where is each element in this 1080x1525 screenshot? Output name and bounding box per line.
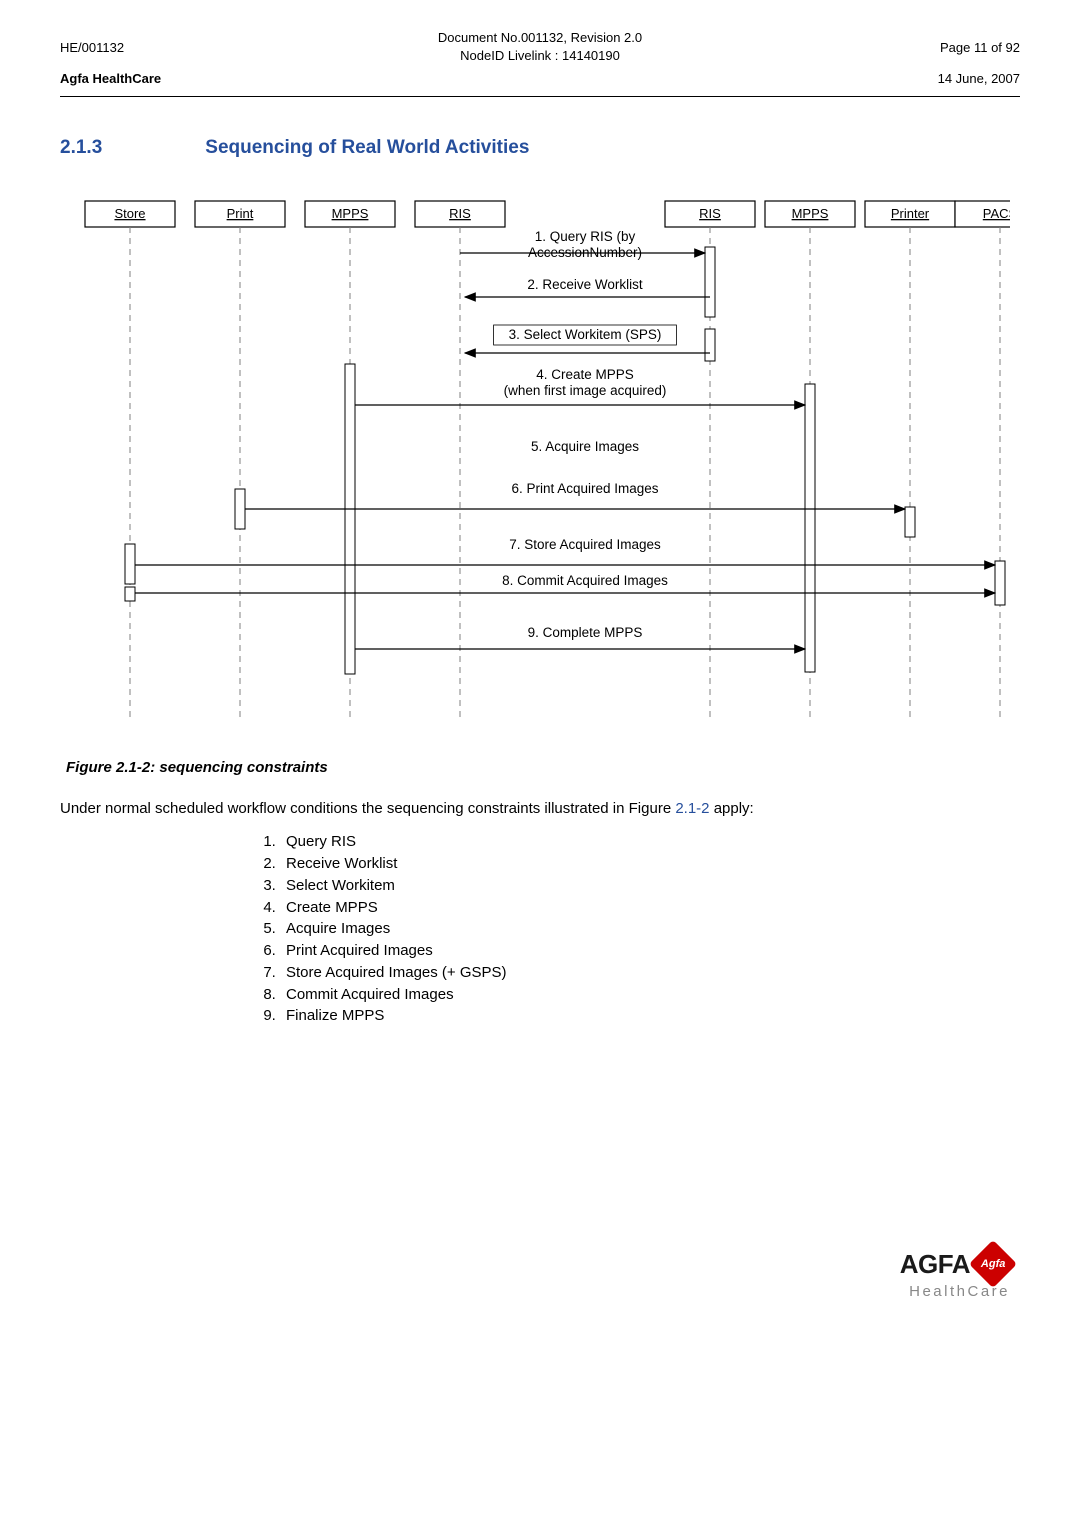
step-item: Receive Worklist (280, 853, 1020, 875)
step-item: Store Acquired Images (+ GSPS) (280, 962, 1020, 984)
page-number: Page 11 of 92 (940, 40, 1020, 55)
step-item: Create MPPS (280, 897, 1020, 919)
header-divider (60, 96, 1020, 97)
steps-list: Query RISReceive WorklistSelect Workitem… (280, 831, 1020, 1027)
node-id: NodeID Livelink : 14140190 (60, 47, 1020, 65)
sequence-diagram: Store Print MPPS RIS RIS MPPS Printer PACS 1. Qu… (70, 189, 1010, 719)
step-item: Query RIS (280, 831, 1020, 853)
svg-text:7. Store Acquired Images: 7. Store Acquired Images (509, 537, 661, 552)
figure-caption: Figure 2.1-2: sequencing constraints (66, 759, 1020, 776)
para-pre: Under normal scheduled workflow conditio… (60, 800, 675, 817)
footer-logo: AGFA Agfa HealthCare (60, 1247, 1020, 1300)
agfa-badge: AGFA Agfa (900, 1247, 1010, 1281)
step-item: Commit Acquired Images (280, 984, 1020, 1006)
company-name: Agfa HealthCare (60, 71, 161, 86)
svg-text:Print: Print (227, 206, 254, 221)
figure-ref: 2.1-2 (675, 800, 709, 817)
svg-text:5. Acquire Images: 5. Acquire Images (531, 439, 639, 454)
section-number: 2.1.3 (60, 137, 200, 159)
section-title: Sequencing of Real World Activities (205, 137, 529, 158)
svg-text:2. Receive Worklist: 2. Receive Worklist (527, 277, 643, 292)
sub-header: Agfa HealthCare 14 June, 2007 (60, 71, 1020, 86)
healthcare-text: HealthCare (60, 1283, 1010, 1300)
svg-text:6. Print Acquired Images: 6. Print Acquired Images (511, 481, 658, 496)
agfa-rhombus-icon: Agfa (969, 1240, 1017, 1288)
svg-text:Printer: Printer (891, 206, 930, 221)
svg-text:RIS: RIS (449, 206, 471, 221)
doc-date: 14 June, 2007 (938, 71, 1020, 86)
diagram-svg: Store Print MPPS RIS RIS MPPS Printer PACS 1. Qu… (70, 189, 1010, 719)
step-item: Print Acquired Images (280, 940, 1020, 962)
svg-text:MPPS: MPPS (792, 206, 829, 221)
svg-text:1. Query RIS (by: 1. Query RIS (by (535, 229, 636, 244)
svg-text:8. Commit Acquired Images: 8. Commit Acquired Images (502, 573, 668, 588)
para-post: apply: (710, 800, 754, 817)
svg-text:3. Select Workitem (SPS): 3. Select Workitem (SPS) (509, 327, 662, 342)
step-item: Select Workitem (280, 875, 1020, 897)
agfa-text: AGFA (900, 1249, 970, 1280)
svg-text:(when first image acquired): (when first image acquired) (504, 383, 667, 398)
section-heading: 2.1.3 Sequencing of Real World Activitie… (60, 137, 1020, 159)
doc-code: HE/001132 (60, 40, 124, 55)
doc-number: Document No.001132, Revision 2.0 (60, 29, 1020, 47)
step-item: Finalize MPPS (280, 1005, 1020, 1027)
svg-text:4. Create MPPS: 4. Create MPPS (536, 367, 634, 382)
intro-paragraph: Under normal scheduled workflow conditio… (60, 800, 1020, 817)
step-item: Acquire Images (280, 918, 1020, 940)
svg-text:RIS: RIS (699, 206, 721, 221)
doc-info: Document No.001132, Revision 2.0 NodeID … (60, 29, 1020, 65)
svg-text:9. Complete MPPS: 9. Complete MPPS (528, 625, 643, 640)
svg-text:PACS: PACS (983, 206, 1010, 221)
svg-text:MPPS: MPPS (332, 206, 369, 221)
svg-text:Store: Store (114, 206, 145, 221)
